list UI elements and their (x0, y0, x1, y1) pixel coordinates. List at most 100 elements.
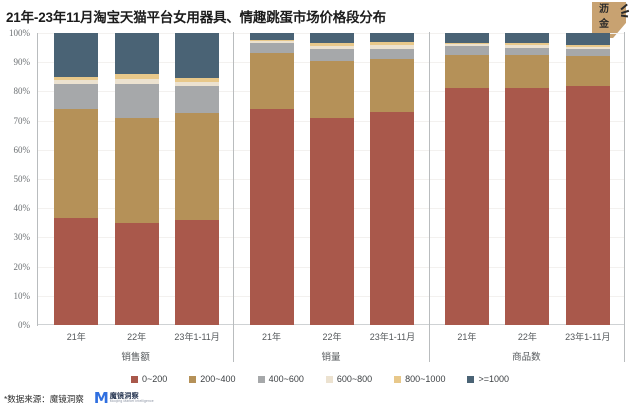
legend-item[interactable]: >=1000 (467, 374, 509, 384)
y-axis-tick-label: 70% (13, 115, 31, 126)
bar-segment (175, 33, 220, 79)
x-axis-tick-label: 23年1-11月 (565, 332, 611, 342)
y-axis-tick-label: 20% (13, 261, 31, 272)
logo-spark-icon (618, 3, 632, 18)
bar-segment (565, 56, 610, 86)
footer: *数据来源：魔镜洞察 M 魔镜洞察 Moojing Market Intelligen… (4, 391, 154, 406)
chart-panel (233, 33, 428, 325)
panel-separator (428, 32, 430, 362)
bar-segment (249, 33, 294, 41)
legend-item[interactable]: 400~600 (257, 374, 304, 384)
bar-segment (565, 44, 610, 47)
bar-segment (370, 59, 415, 112)
bar-segment (54, 79, 99, 85)
bar-segment (565, 49, 610, 57)
stacked-bar[interactable] (175, 33, 220, 325)
legend-item[interactable]: 200~400 (189, 374, 236, 384)
bar-segment (505, 45, 550, 48)
bar-segment (249, 41, 294, 44)
page-title: 21年-23年11月淘宝天猫平台女用器具、情趣跳蛋市场价格段分布 (6, 10, 386, 25)
bar-segment (505, 47, 550, 55)
moojing-logo: M 魔镜洞察 Moojing Market Intelligence (94, 391, 154, 406)
bar-segment (370, 33, 415, 42)
legend-swatch (257, 375, 265, 383)
stacked-bar[interactable] (249, 33, 294, 325)
bar-segment (114, 117, 159, 223)
bar-segment (249, 43, 294, 54)
bar-segment (114, 73, 159, 79)
data-source-text: *数据来源：魔镜洞察 (4, 393, 84, 404)
bar-segment (54, 84, 99, 109)
legend-swatch (189, 375, 197, 383)
stacked-bar[interactable] (54, 33, 99, 325)
bar-segment (175, 82, 220, 86)
bar-segment (505, 88, 550, 325)
legend-label: 200~400 (200, 374, 236, 384)
bar-segment (114, 84, 159, 118)
y-axis-tick-label: 80% (13, 86, 31, 97)
legend-swatch (325, 375, 333, 383)
panel-group-label: 销售额 (121, 352, 150, 363)
bar-segment (175, 85, 220, 114)
stacked-bar[interactable] (444, 33, 489, 325)
bar-segment (54, 33, 99, 77)
bar-segment (309, 49, 354, 61)
bar-segment (505, 43, 550, 46)
bar-segment (444, 43, 489, 45)
bar-segment (565, 46, 610, 50)
stacked-bar[interactable] (309, 33, 354, 325)
logo-char-2: 金 (599, 19, 609, 30)
bar-segment (249, 108, 294, 325)
stacked-bar[interactable] (505, 33, 550, 325)
legend-swatch (467, 375, 475, 383)
bar-segment (444, 33, 489, 44)
source-brand-logo: 沥 金 (588, 0, 634, 42)
bar-segment (370, 111, 415, 325)
bar-segment (505, 54, 550, 89)
bar-segment (444, 54, 489, 89)
chart-legend: 0~200 200~400 400~600 600~800 800~1000 >=1000 (0, 374, 640, 384)
panel-separator (233, 32, 235, 362)
x-axis-tick-label: 21年 (66, 332, 86, 342)
bar-segment (249, 40, 294, 42)
y-axis-tick-label: 60% (13, 144, 31, 155)
x-axis-tick-label: 21年 (262, 332, 282, 342)
bar-segment (54, 108, 99, 219)
bar-segment (565, 33, 610, 45)
bar-segment (370, 41, 415, 46)
x-axis-tick-label: 23年1-11月 (174, 332, 220, 342)
legend-swatch (130, 375, 138, 383)
bar-segment (249, 53, 294, 109)
bar-segment (444, 46, 489, 55)
bar-segment (309, 60, 354, 118)
bar-segment (114, 78, 159, 85)
bar-segment (370, 49, 415, 60)
bar-segment (54, 218, 99, 325)
y-axis-tick-label: 100% (9, 28, 30, 38)
y-axis-tick-label: 0% (18, 320, 30, 330)
bar-segment (370, 45, 415, 50)
y-axis-tick-label: 10% (13, 290, 31, 301)
plot-area (38, 32, 625, 362)
legend-label: 600~800 (336, 374, 373, 384)
x-axis-tick-label: 22年 (517, 332, 537, 342)
logo-char-1: 沥 (599, 4, 609, 15)
bar-segment (505, 33, 550, 44)
stacked-bar[interactable] (565, 33, 610, 325)
panel-separator (624, 32, 625, 362)
bar-segment (309, 45, 354, 50)
legend-item[interactable]: 0~200 (130, 374, 167, 384)
bar-segment (565, 85, 610, 325)
y-axis-tick-label: 90% (13, 57, 31, 68)
stacked-bar[interactable] (370, 33, 415, 325)
legend-label: >=1000 (478, 374, 509, 384)
bar-segment (54, 76, 99, 80)
y-axis-tick-label: 40% (13, 203, 31, 214)
stacked-bar[interactable] (114, 33, 159, 325)
legend-item[interactable]: 600~800 (325, 374, 373, 384)
legend-item[interactable]: 800~1000 (394, 374, 445, 384)
x-axis-tick-label: 22年 (127, 332, 147, 342)
bar-segment (309, 117, 354, 325)
bar-segment (175, 78, 220, 83)
